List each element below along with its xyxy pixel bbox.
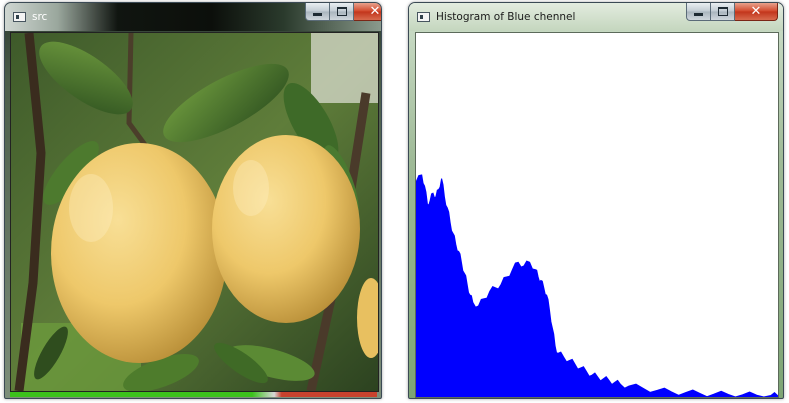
blue-channel-histogram bbox=[416, 174, 778, 397]
maximize-button[interactable] bbox=[711, 3, 735, 21]
close-icon: ✕ bbox=[750, 4, 762, 19]
window-controls: ✕ bbox=[686, 3, 778, 22]
citrus-photo bbox=[11, 33, 378, 391]
title-bar[interactable]: Histogram of Blue chennel ✕ bbox=[409, 3, 783, 31]
histogram-area-series bbox=[416, 174, 778, 397]
histogram-window: Histogram of Blue chennel ✕ bbox=[408, 2, 784, 399]
maximize-icon bbox=[336, 7, 347, 16]
app-window-icon bbox=[13, 12, 26, 22]
minimize-button[interactable] bbox=[686, 3, 711, 21]
close-button[interactable]: ✕ bbox=[354, 3, 381, 21]
src-window: src ✕ bbox=[4, 2, 382, 399]
histogram-canvas bbox=[415, 32, 779, 398]
source-image bbox=[10, 32, 379, 392]
app-window-icon bbox=[417, 12, 430, 22]
minimize-button[interactable] bbox=[305, 3, 330, 21]
window-controls: ✕ bbox=[305, 3, 381, 22]
close-button[interactable]: ✕ bbox=[735, 3, 778, 21]
window-title: src bbox=[32, 11, 48, 23]
maximize-icon bbox=[717, 7, 728, 16]
image-status-bar bbox=[10, 392, 377, 397]
title-bar[interactable]: src ✕ bbox=[5, 3, 381, 31]
minimize-icon bbox=[694, 12, 703, 16]
maximize-button[interactable] bbox=[330, 3, 354, 21]
minimize-icon bbox=[313, 12, 322, 16]
window-title: Histogram of Blue chennel bbox=[436, 11, 576, 23]
close-icon: ✕ bbox=[369, 4, 381, 19]
